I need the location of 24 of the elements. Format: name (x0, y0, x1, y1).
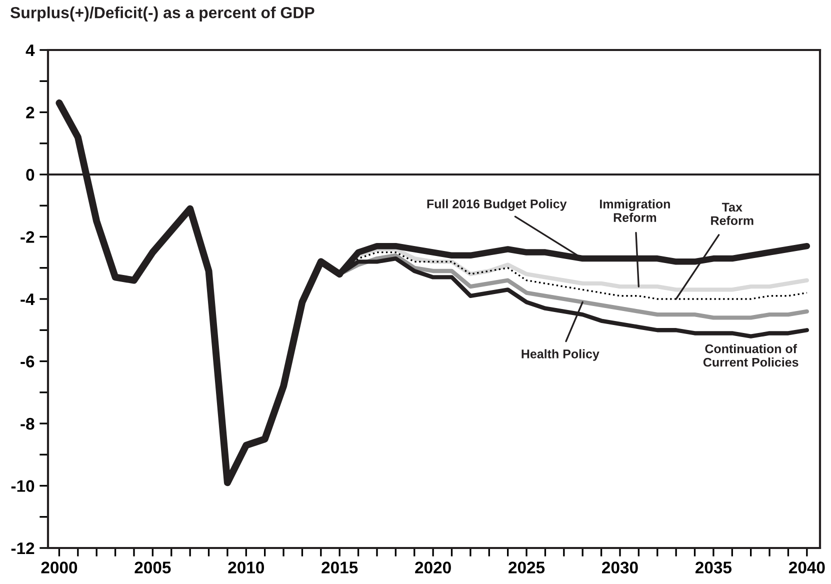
y-tick-label: 2 (26, 106, 34, 118)
series-label: Continuation of Current Policies (703, 344, 798, 367)
y-tick-label: 0 (26, 168, 34, 181)
x-tick-label: 2015 (322, 562, 358, 574)
x-tick-label: 2035 (695, 562, 732, 574)
x-tick-label: 2005 (134, 562, 171, 574)
x-tick-label: 2020 (415, 562, 451, 574)
x-tick-label: 2010 (228, 562, 264, 574)
text: Health Policy (522, 349, 600, 361)
y-tick-label: -2 (20, 231, 34, 243)
y-tick-label: 4 (26, 44, 35, 56)
x-tick-label: 2030 (602, 562, 638, 574)
y-tick-label: -12 (11, 542, 34, 554)
text: Tax Reform (711, 202, 754, 226)
y-tick-label: -8 (20, 418, 34, 430)
x-tick-label: 2025 (508, 562, 545, 574)
y-tick-label: -10 (11, 480, 34, 492)
chart-title: Surplus(+)/Deficit(-) as a percent of GDP (10, 6, 314, 22)
text: Immigration Reform (600, 199, 670, 222)
y-tick-label: -4 (20, 294, 35, 306)
x-tick-label: 2040 (788, 562, 825, 574)
y-tick-label: -6 (20, 356, 34, 368)
x-tick-label: 2000 (41, 562, 78, 574)
text: Full 2016 Budget Policy (427, 199, 567, 211)
